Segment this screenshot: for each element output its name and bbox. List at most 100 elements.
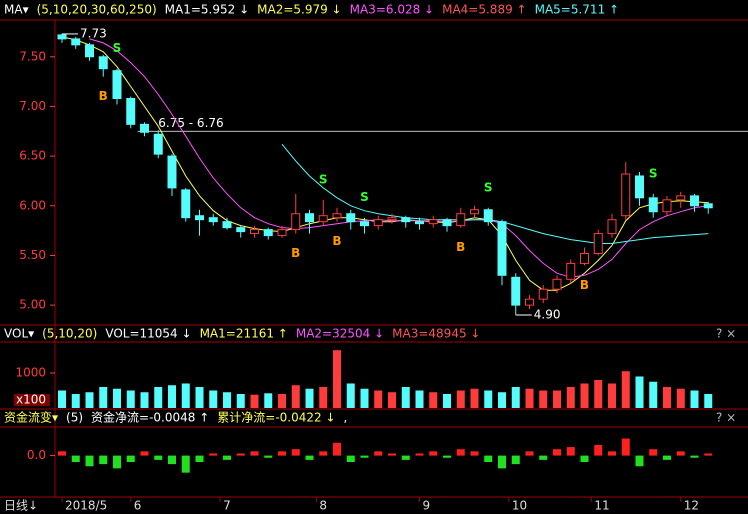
bar xyxy=(594,379,603,408)
unit-label: x100 xyxy=(16,393,46,407)
bar xyxy=(663,455,671,460)
bar xyxy=(346,383,355,408)
bar xyxy=(99,455,108,465)
indicator-label: (5,10,20) xyxy=(42,327,97,341)
candle-body xyxy=(607,219,617,235)
bar xyxy=(113,388,121,408)
bar xyxy=(250,451,259,456)
bar xyxy=(223,455,231,460)
bar xyxy=(456,390,465,408)
bar xyxy=(140,451,149,456)
x-tick-label: 10 xyxy=(512,499,527,513)
indicator-label: MA2=32504 ↓ xyxy=(296,327,384,341)
candle-body xyxy=(291,213,301,231)
y-tick-label: 6.50 xyxy=(19,149,46,163)
bar xyxy=(58,451,66,456)
candle-body xyxy=(525,298,534,306)
candle-body xyxy=(208,217,218,223)
x-tick-label: 7 xyxy=(223,499,231,513)
ma-line xyxy=(281,143,709,244)
trade-signal: S xyxy=(484,180,493,194)
bar xyxy=(525,451,534,456)
candle-body xyxy=(373,219,383,227)
bar xyxy=(621,371,630,408)
bar xyxy=(484,455,493,462)
candle-body xyxy=(195,215,204,221)
extreme-label: 4.90 xyxy=(534,308,561,322)
bar xyxy=(374,451,383,456)
candle-body xyxy=(332,213,342,219)
bar xyxy=(676,388,685,408)
bar xyxy=(71,455,80,462)
bar xyxy=(99,386,108,408)
bar xyxy=(401,386,410,408)
bar xyxy=(594,444,603,456)
bar xyxy=(360,388,369,408)
indicator-label: MA1=21161 ↑ xyxy=(200,327,288,341)
trade-signal: S xyxy=(319,172,328,186)
trade-signal: B xyxy=(291,246,300,260)
indicator-label: 资金净流=-0.0048 ↑ xyxy=(91,410,209,425)
bar xyxy=(608,383,616,408)
bar xyxy=(443,455,451,458)
candle-body xyxy=(305,213,314,223)
panel-icons[interactable]: ? × xyxy=(716,411,736,425)
x-tick-label: 6 xyxy=(134,499,142,513)
x-tick-label: 11 xyxy=(594,499,609,513)
ma-line xyxy=(61,36,709,291)
candle-body xyxy=(690,195,699,207)
unit-box xyxy=(14,394,50,406)
bar xyxy=(663,386,671,408)
panel-icons[interactable]: ? × xyxy=(716,327,736,341)
indicator-label: MA▾ xyxy=(4,3,29,17)
candle-body xyxy=(277,229,287,237)
bar xyxy=(85,455,94,467)
bar xyxy=(195,386,204,408)
candle-body xyxy=(85,44,94,58)
bar xyxy=(374,390,383,408)
bar xyxy=(511,455,520,465)
candle-body xyxy=(181,189,191,219)
candle-body xyxy=(497,221,507,276)
bar xyxy=(154,386,163,408)
x-tick-label: 12 xyxy=(684,499,699,513)
bar xyxy=(126,455,135,462)
bar xyxy=(635,455,644,467)
candle-body xyxy=(470,209,479,215)
candle-body xyxy=(346,213,356,223)
indicator-label: VOL=11054 ↓ xyxy=(105,327,191,341)
candle-body xyxy=(635,175,644,199)
candle-body xyxy=(126,98,136,125)
period-selector[interactable]: 日线↓ xyxy=(4,499,38,513)
candle-body xyxy=(456,213,466,227)
bar xyxy=(264,455,273,458)
candle-body xyxy=(71,38,81,46)
indicator-label: MA5=5.711 ↑ xyxy=(535,3,619,17)
bar xyxy=(690,455,699,458)
bar xyxy=(195,455,204,462)
candle-body xyxy=(250,229,259,235)
price-line-label: 6.75 - 6.76 xyxy=(158,116,223,130)
bar xyxy=(291,385,300,408)
bar xyxy=(71,393,80,408)
bar xyxy=(319,451,328,456)
indicator-label[interactable]: 资金流变▾ xyxy=(4,410,58,425)
indicator-label: MA2=5.979 ↓ xyxy=(257,3,341,17)
bar xyxy=(676,451,685,456)
candle-body xyxy=(236,227,246,233)
indicator-label: MA1=5.952 ↓ xyxy=(165,3,249,17)
indicator-label: MA3=48945 ↓ xyxy=(392,327,480,341)
y-tick-label: 6.00 xyxy=(19,198,46,212)
bar xyxy=(140,392,149,408)
bar xyxy=(525,388,534,408)
candle-body xyxy=(538,288,548,300)
trade-signal: S xyxy=(649,166,658,180)
candle-body xyxy=(318,215,328,223)
candle-body xyxy=(703,203,713,209)
bar xyxy=(553,390,561,408)
indicator-label[interactable]: VOL▾ xyxy=(4,327,34,341)
candle-body xyxy=(621,173,631,217)
bar xyxy=(209,453,218,456)
y-tick-label: 5.00 xyxy=(19,298,46,312)
